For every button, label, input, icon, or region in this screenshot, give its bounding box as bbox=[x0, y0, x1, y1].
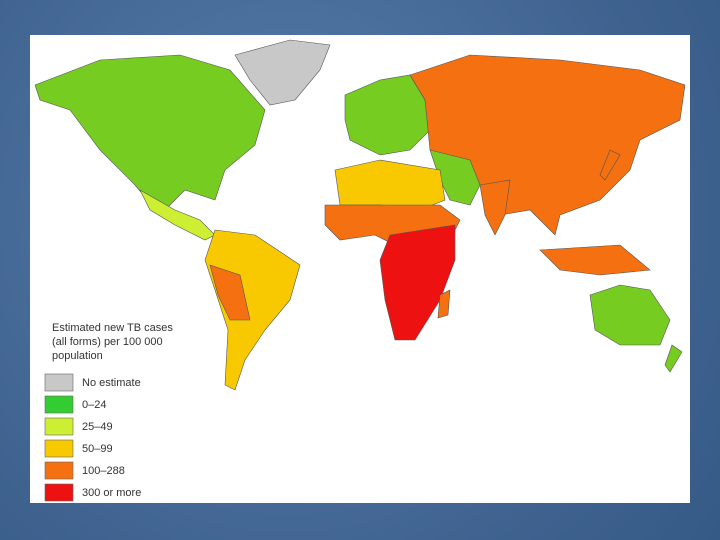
south-america bbox=[204, 229, 301, 391]
legend-label: 0–24 bbox=[82, 399, 106, 411]
legend-swatch bbox=[44, 417, 74, 436]
japan bbox=[599, 149, 621, 181]
legend-label: 300 or more bbox=[82, 487, 141, 499]
legend-title: (all forms) per 100 000 bbox=[52, 336, 163, 348]
legend-swatch bbox=[44, 439, 74, 458]
world-map bbox=[34, 39, 686, 391]
legend-swatch bbox=[44, 483, 74, 502]
legend-label: No estimate bbox=[82, 377, 141, 389]
legend-title: population bbox=[52, 350, 103, 362]
legend-title: Estimated new TB cases bbox=[52, 322, 173, 334]
central-america bbox=[139, 189, 216, 241]
legend-swatch bbox=[44, 461, 74, 480]
new-zealand bbox=[664, 344, 683, 373]
greenland bbox=[234, 39, 331, 106]
north-america bbox=[34, 54, 266, 216]
south-east-asia bbox=[539, 244, 651, 276]
legend-label: 25–49 bbox=[82, 421, 113, 433]
legend-swatch bbox=[44, 395, 74, 414]
legend-label: 100–288 bbox=[82, 465, 125, 477]
legend-swatch bbox=[44, 373, 74, 392]
southern-africa bbox=[379, 224, 456, 341]
india bbox=[479, 179, 511, 236]
australia bbox=[589, 284, 671, 346]
europe bbox=[344, 74, 431, 156]
legend: Estimated new TB cases (all forms) per 10… bbox=[44, 322, 173, 502]
madagascar bbox=[437, 289, 451, 319]
andes-region bbox=[209, 264, 251, 321]
legend-label: 50–99 bbox=[82, 443, 113, 455]
